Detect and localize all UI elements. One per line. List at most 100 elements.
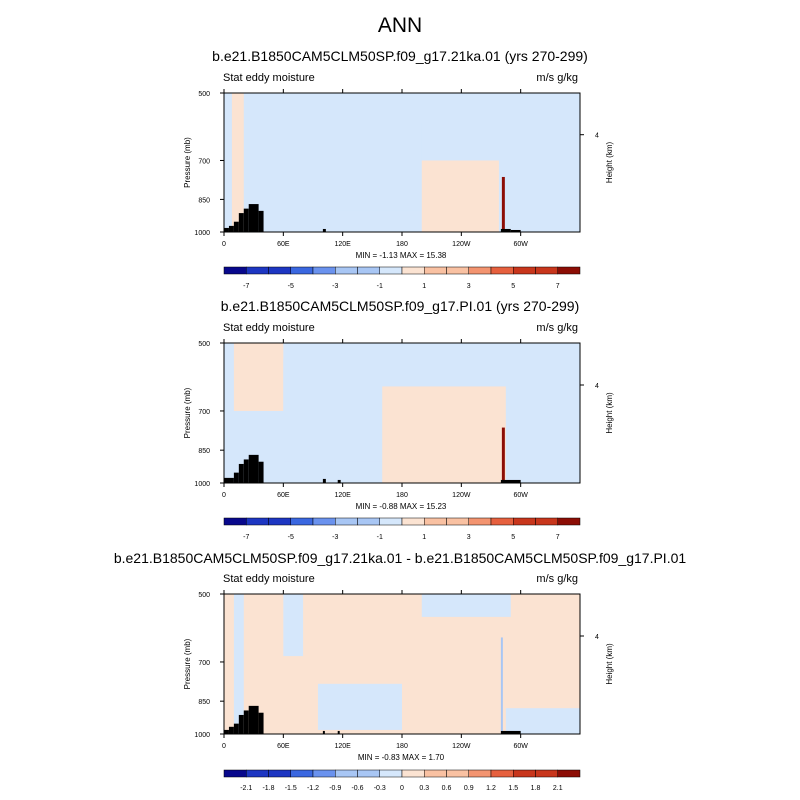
panel-3-colorbar-box: [468, 769, 492, 778]
panel-3-colorbar-box: [268, 769, 291, 778]
panel-2-colorbar-box: [357, 517, 380, 526]
panel-2-colorbar-box: [246, 517, 269, 526]
panel-1-y-tick-label: 1000: [194, 230, 210, 237]
panel-1-y-tick-label: 850: [198, 197, 210, 204]
panel-3-terrain: [248, 705, 259, 734]
panel-2-y-tick-label: 700: [198, 409, 210, 416]
panel-1-field-region: [421, 160, 499, 232]
panel-3-y-tick-label: 500: [198, 592, 210, 599]
panel-3-colorbar-box: [401, 769, 425, 778]
panel-3-terrain: [233, 723, 239, 734]
panel-3-colorbar-box: [446, 769, 469, 778]
panel-2-x-tick-label: 180: [396, 492, 408, 499]
panel-2-x-tick-label: 120E: [334, 492, 351, 499]
panel-3-x-tick-label: 120W: [452, 743, 471, 750]
panel-3-colorbar-box: [290, 769, 314, 778]
panel-1-y-axis-label: Pressure (mb): [183, 137, 192, 188]
panel-2-colorbar-box: [223, 517, 247, 526]
panel-3-colorbar-label: 1.8: [531, 785, 541, 792]
panel-3-colorbar-label: -1.2: [307, 785, 319, 792]
panel-1-terrain: [228, 225, 234, 232]
panel-1-terrain: [510, 229, 521, 232]
panel-3-colorbar-box: [490, 769, 514, 778]
panel-1-y2-tick-label: 4: [595, 133, 599, 140]
panel-2-x-tick-label: 60W: [513, 492, 528, 499]
panel-2-colorbar-label: 3: [467, 534, 471, 541]
panel-2-terrain: [248, 454, 259, 483]
panel-3-colorbar-label: -0.6: [351, 785, 363, 792]
panel-1-variable-label: Stat eddy moisture: [223, 72, 315, 84]
panel-1-colorbar-box: [290, 266, 314, 275]
panel-2-colorbar-box: [290, 517, 314, 526]
panel-3-field-region: [283, 594, 304, 657]
panel-1-colorbar-label: -3: [332, 283, 338, 290]
panel-1-y-tick-label: 700: [198, 158, 210, 165]
panel-3-colorbar-label: -0.9: [329, 785, 341, 792]
panel-1-y2-axis-label: Height (km): [605, 141, 614, 183]
panel-1-units-label: m/s g/kg: [536, 72, 578, 84]
panel-2-colorbar-box: [535, 517, 558, 526]
panel-1-colorbar-box: [357, 266, 380, 275]
panel-3-terrain: [238, 714, 244, 734]
panel-1-terrain: [238, 213, 244, 232]
panel-3-field-region: [505, 708, 580, 734]
panel-3-terrain: [500, 730, 521, 734]
panel-1-colorbar-box: [557, 266, 581, 275]
panel-2-field-region: [283, 358, 383, 462]
panel-1-colorbar-box: [424, 266, 447, 275]
panel-3-units-label: m/s g/kg: [536, 573, 578, 585]
panel-2-minmax: MIN = -0.88 MAX = 15.23: [355, 502, 447, 511]
panel-3-colorbar-box: [535, 769, 558, 778]
panel-3-terrain: [258, 712, 264, 734]
panel-2-colorbar-box: [335, 517, 358, 526]
panel-2-terrain: [258, 461, 264, 483]
panel-1-colorbar-box: [535, 266, 558, 275]
panel-2-colorbar-box: [424, 517, 447, 526]
panel-3-colorbar-box: [223, 769, 247, 778]
panel-1-minmax: MIN = -1.13 MAX = 15.38: [355, 251, 447, 260]
panel-3-x-tick-label: 60W: [513, 743, 528, 750]
panel-3-y-axis-label: Pressure (mb): [183, 638, 192, 689]
panel-2-terrain: [243, 459, 249, 483]
panel-1-colorbar-label: 1: [422, 283, 426, 290]
panel-2-x-tick-label: 0: [222, 492, 226, 499]
panel-1-field-region: [224, 93, 232, 232]
panel-1-colorbar-box: [379, 266, 403, 275]
panel-1-colorbar-label: 3: [467, 283, 471, 290]
panel-3-field-region: [500, 637, 503, 734]
panel-2-units-label: m/s g/kg: [536, 322, 578, 334]
panel-3-colorbar-label: -2.1: [240, 785, 252, 792]
panel-3-y-tick-label: 700: [198, 660, 210, 667]
panel-3-x-tick-label: 60E: [277, 743, 290, 750]
panel-2-y2-axis-label: Height (km): [605, 392, 614, 434]
panel-1-colorbar-label: -1: [377, 283, 383, 290]
panel-3-colorbar-label: 1.2: [486, 785, 496, 792]
panel-3-colorbar-label: -0.3: [374, 785, 386, 792]
panel-2-variable-label: Stat eddy moisture: [223, 322, 315, 334]
panel-2-terrain: [337, 479, 341, 483]
panel-1-colorbar-box: [335, 266, 358, 275]
panel-2-colorbar-label: 5: [511, 534, 515, 541]
panel-1-x-tick-label: 60E: [277, 241, 290, 248]
panel-1-terrain: [500, 228, 511, 232]
panel-2-x-tick-label: 60E: [277, 492, 290, 499]
panel-2-terrain: [224, 477, 234, 483]
panel-3-x-tick-label: 180: [396, 743, 408, 750]
panel-3-minmax: MIN = -0.83 MAX = 1.70: [357, 753, 445, 762]
panel-2-colorbar-label: 1: [422, 534, 426, 541]
panel-3-colorbar-label: 0.6: [442, 785, 452, 792]
panel-3-colorbar-label: 0: [400, 785, 404, 792]
panel-2-y-axis-label: Pressure (mb): [183, 387, 192, 438]
panel-3-colorbar-box: [335, 769, 358, 778]
panel-2-y2-tick-label: 4: [595, 383, 599, 390]
panel-1-y-tick-label: 500: [198, 91, 210, 98]
panel-3-y-tick-label: 1000: [194, 732, 210, 739]
panel-2-field-region: [233, 343, 284, 411]
panel-3-field-region: [317, 683, 402, 730]
panel-3-field-region: [421, 594, 511, 617]
panel-1-x-tick-label: 120W: [452, 241, 471, 248]
panel-3-colorbar-box: [312, 769, 336, 778]
panel-1-colorbar-box: [490, 266, 514, 275]
panel-2-colorbar-box: [468, 517, 492, 526]
